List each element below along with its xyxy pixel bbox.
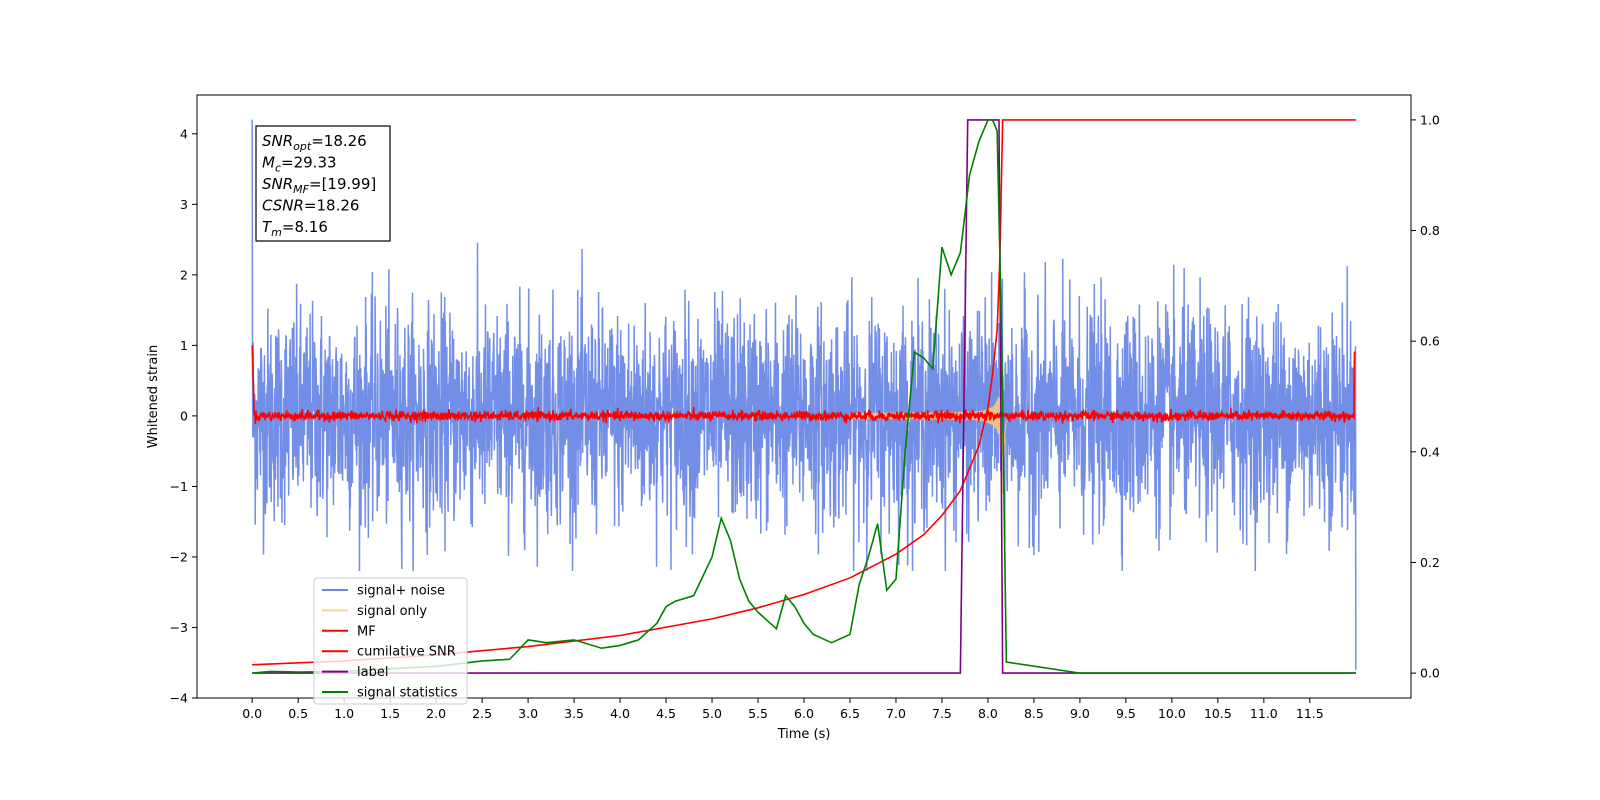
legend: signal+ noise signal only MF cumilative SNR… bbox=[313, 577, 468, 705]
series-layer bbox=[251, 119, 1357, 674]
x-tick-label: 2.5 bbox=[472, 706, 492, 721]
legend-entry: signal only bbox=[357, 604, 427, 619]
x-tick-label: 0.0 bbox=[242, 706, 262, 721]
legend-entry: MF bbox=[357, 624, 376, 639]
y-left-tick-label: 0 bbox=[180, 408, 188, 423]
x-tick-label: 7.0 bbox=[886, 706, 906, 721]
x-tick-label: 10.0 bbox=[1158, 706, 1186, 721]
x-tick-label: 4.5 bbox=[656, 706, 676, 721]
x-tick-label: 9.0 bbox=[1070, 706, 1090, 721]
legend-entry: signal statistics bbox=[357, 686, 458, 701]
y-right-tick-label: 0.0 bbox=[1420, 666, 1440, 681]
x-tick-label: 3.0 bbox=[518, 706, 538, 721]
annotation-line: SNRopt=18.26 bbox=[262, 132, 367, 153]
series-signal-statistics bbox=[252, 119, 1356, 674]
x-axis-label: Time (s) bbox=[777, 727, 831, 742]
legend-entry: signal+ noise bbox=[357, 584, 445, 599]
y-left-tick-label: −1 bbox=[170, 479, 188, 494]
series-mf bbox=[251, 345, 1356, 425]
x-tick-label: 5.0 bbox=[702, 706, 722, 721]
x-tick-label: 9.5 bbox=[1116, 706, 1136, 721]
annotation-frame bbox=[255, 125, 391, 242]
x-tick-label: 2.0 bbox=[426, 706, 446, 721]
x-tick-label: 8.5 bbox=[1024, 706, 1044, 721]
annotation-line: Tm=8.16 bbox=[262, 218, 328, 239]
y-left-tick-label: 4 bbox=[180, 126, 188, 141]
x-tick-label: 6.0 bbox=[794, 706, 814, 721]
legend-frame bbox=[313, 577, 468, 705]
series-label bbox=[252, 119, 1356, 674]
x-tick-label: 1.5 bbox=[380, 706, 400, 721]
x-axis: 0.0 0.5 1.0 1.5 2.0 2.5 3.0 3.5 4.0 4.5 5.0 5.5 6.0 6… bbox=[242, 698, 1324, 721]
legend-entry: label bbox=[357, 665, 388, 680]
y-right-tick-label: 0.4 bbox=[1420, 444, 1440, 459]
x-tick-label: 11.0 bbox=[1250, 706, 1278, 721]
legend-entry: cumilative SNR bbox=[357, 645, 456, 660]
y-right-tick-label: 1.0 bbox=[1420, 112, 1440, 127]
x-tick-label: 1.0 bbox=[334, 706, 354, 721]
x-tick-label: 11.5 bbox=[1296, 706, 1324, 721]
annotation-line: CSNR=18.26 bbox=[262, 197, 359, 215]
series-cumulative-snr bbox=[252, 119, 1356, 666]
y-axis-left: −4 −3 −2 −1 0 1 2 3 4 bbox=[170, 126, 197, 706]
series-signal-noise bbox=[251, 119, 1357, 670]
x-tick-label: 10.5 bbox=[1204, 706, 1232, 721]
y-right-tick-label: 0.2 bbox=[1420, 555, 1440, 570]
x-tick-label: 5.5 bbox=[748, 706, 768, 721]
x-tick-label: 6.5 bbox=[840, 706, 860, 721]
y-right-tick-label: 0.8 bbox=[1420, 223, 1440, 238]
y-right-tick-label: 0.6 bbox=[1420, 334, 1440, 349]
annotation-line: Mc=29.33 bbox=[262, 154, 337, 175]
y-left-tick-label: 3 bbox=[180, 197, 188, 212]
y-left-tick-label: −4 bbox=[170, 691, 188, 706]
annotation-line: SNRMF=[19.99] bbox=[262, 175, 376, 196]
annotation-box: SNRopt=18.26Mc=29.33SNRMF=[19.99]CSNR=18… bbox=[255, 125, 391, 242]
y-axis-label: Whitened strain bbox=[146, 345, 161, 448]
x-tick-label: 0.5 bbox=[288, 706, 308, 721]
y-left-tick-label: −3 bbox=[170, 620, 188, 635]
y-axis-right: 0.0 0.2 0.4 0.6 0.8 1.0 bbox=[1411, 112, 1440, 681]
x-tick-label: 7.5 bbox=[932, 706, 952, 721]
y-left-tick-label: 2 bbox=[180, 267, 188, 282]
x-tick-label: 4.0 bbox=[610, 706, 630, 721]
y-left-tick-label: 1 bbox=[180, 338, 188, 353]
x-tick-label: 3.5 bbox=[564, 706, 584, 721]
x-tick-label: 8.0 bbox=[978, 706, 998, 721]
y-left-tick-label: −2 bbox=[170, 549, 188, 564]
